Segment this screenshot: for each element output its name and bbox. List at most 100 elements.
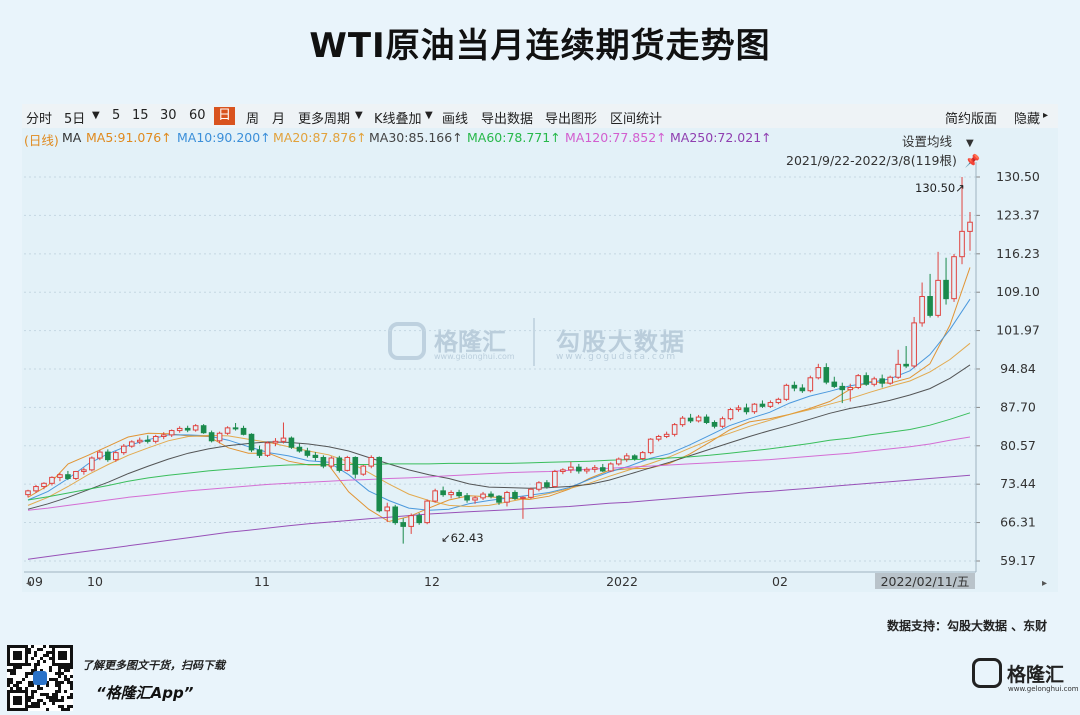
ma120-value: MA120:77.852↑ — [565, 130, 667, 145]
qr-code-icon[interactable] — [7, 645, 73, 711]
qr-module — [7, 684, 10, 687]
tab-60min[interactable]: 60 — [189, 108, 206, 123]
qr-finder — [58, 651, 67, 660]
candle — [871, 376, 878, 387]
brand-logo-url: www.gelonghui.com — [1008, 685, 1079, 693]
qr-module — [34, 666, 37, 669]
qr-module — [19, 687, 22, 690]
candle-body — [224, 427, 231, 434]
y-tick-label: 73.44 — [1000, 476, 1036, 491]
set-ma-button[interactable]: 设置均线 ▼ — [902, 131, 974, 150]
candle — [759, 400, 766, 408]
export-data-button[interactable]: 导出数据 — [481, 112, 534, 127]
qr-module — [31, 684, 34, 687]
y-tick-label: 94.84 — [1000, 361, 1036, 376]
tab-daily[interactable]: 日 — [214, 107, 236, 125]
qr-module — [28, 663, 31, 666]
candle-body — [408, 515, 414, 527]
candle-body — [528, 488, 534, 498]
candle — [312, 452, 319, 461]
candle — [41, 482, 47, 490]
x-tick-label: 11 — [254, 574, 270, 589]
qr-module — [28, 699, 31, 702]
qr-module — [67, 705, 70, 708]
candle-body — [544, 482, 550, 488]
candle — [25, 489, 31, 498]
candle-body — [520, 496, 526, 499]
scroll-left-icon[interactable]: ◂ — [26, 578, 31, 589]
qr-module — [70, 705, 73, 708]
candle — [576, 463, 582, 474]
candle-body — [791, 384, 798, 389]
draw-line-button[interactable]: 画线 — [442, 112, 469, 127]
qr-module — [31, 645, 34, 648]
tab-5min[interactable]: 5 — [112, 108, 121, 123]
candle — [831, 376, 838, 389]
candle-body — [903, 363, 909, 367]
qr-module — [31, 681, 34, 684]
candle — [296, 443, 303, 453]
candle — [783, 383, 790, 401]
candle — [735, 405, 742, 412]
tab-15min[interactable]: 15 — [132, 108, 149, 123]
candle — [224, 426, 231, 435]
qr-module — [28, 651, 31, 654]
y-tick-label: 109.10 — [996, 284, 1040, 299]
kline-overlay-menu[interactable]: K线叠加 — [374, 112, 422, 127]
candle — [57, 473, 63, 482]
more-periods-menu[interactable]: 更多周期 — [298, 112, 351, 127]
tab-30min[interactable]: 30 — [160, 108, 177, 123]
hide-button[interactable]: 隐藏 — [1014, 112, 1041, 127]
qr-module — [52, 678, 55, 681]
qr-module — [61, 708, 64, 711]
candle-body — [615, 458, 622, 465]
qr-module — [7, 669, 10, 672]
candle — [144, 435, 151, 444]
tab-monthly[interactable]: 月 — [272, 112, 286, 127]
qr-module — [31, 672, 34, 675]
qr-module — [37, 705, 40, 708]
qr-module — [40, 669, 43, 672]
chevron-down-icon[interactable]: ▼ — [355, 110, 363, 121]
expand-arrow-icon[interactable]: ▸ — [1043, 110, 1049, 121]
candle — [320, 455, 327, 469]
qr-module — [61, 705, 64, 708]
tab-5day[interactable]: 5日 — [64, 112, 86, 127]
candle-body — [623, 455, 630, 460]
simple-layout-button[interactable]: 简约版面 — [945, 112, 998, 127]
chevron-down-icon[interactable]: ▼ — [425, 110, 433, 121]
candle — [49, 476, 55, 486]
ma5-value: MA5:91.076↑ — [86, 130, 172, 145]
export-chart-button[interactable]: 导出图形 — [545, 112, 598, 127]
range-stats-button[interactable]: 区间统计 — [610, 112, 663, 127]
candle-body — [73, 470, 79, 479]
x-tick-label: 2022 — [606, 574, 638, 589]
chart-panel — [22, 104, 1058, 592]
candle — [136, 437, 143, 445]
qr-module — [61, 696, 64, 699]
candle-body — [216, 432, 223, 442]
candle-body — [232, 427, 239, 430]
candle — [639, 451, 646, 461]
candle — [113, 451, 119, 462]
qr-module — [70, 675, 73, 678]
range-label: 2021/9/22-2022/3/8(119根) 📌 — [786, 150, 980, 169]
candle-body — [120, 445, 127, 454]
qr-module — [34, 651, 37, 654]
candle-body — [320, 456, 327, 467]
qr-module — [46, 693, 49, 696]
candle-body — [703, 416, 710, 423]
tab-fenshi[interactable]: 分时 — [26, 112, 53, 127]
candle — [105, 449, 111, 462]
candle-body — [695, 416, 702, 422]
scroll-right-icon[interactable]: ▸ — [1042, 578, 1047, 589]
chevron-down-icon[interactable]: ▼ — [92, 110, 100, 121]
tab-weekly[interactable]: 周 — [246, 112, 260, 127]
qr-module — [28, 672, 31, 675]
candle — [384, 502, 391, 523]
qr-module — [31, 690, 34, 693]
pin-icon[interactable]: 📌 — [964, 153, 981, 168]
candle-body — [823, 367, 830, 383]
qr-module — [70, 696, 73, 699]
candle — [623, 453, 630, 462]
